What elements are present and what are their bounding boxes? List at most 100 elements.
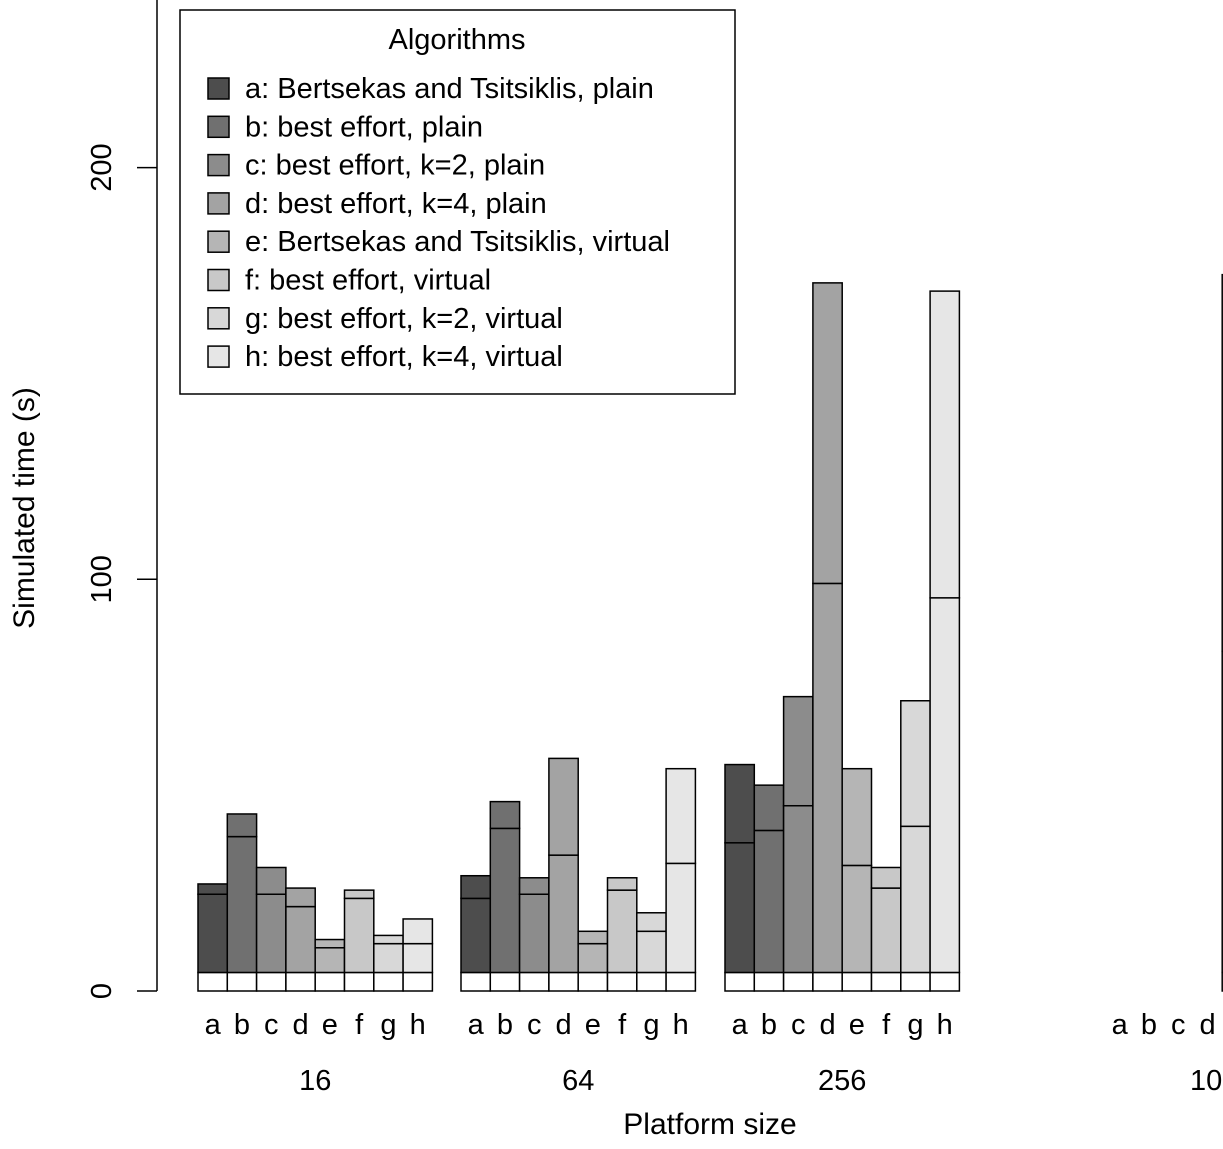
legend-label: e: Bertsekas and Tsitsiklis, virtual [245, 226, 670, 258]
legend: Algorithms a: Bertsekas and Tsitsiklis, … [179, 9, 736, 395]
bar-upper-segment [197, 883, 229, 896]
bar-upper-segment [373, 934, 404, 945]
bar-upper-segment [577, 930, 609, 945]
category-label: e [322, 1009, 338, 1041]
bar-lower-segment [518, 893, 550, 974]
bar-lower-segment [577, 942, 609, 974]
bar-base-segment [900, 971, 931, 992]
x-axis-labels: abcdefgh16abcdefgh64abcdefgh256abcdefgh1… [205, 1009, 1223, 1097]
bar-upper-segment [255, 866, 287, 896]
bar-lower-segment [782, 804, 814, 974]
y-axis-title: Simulated time (s) [8, 387, 41, 629]
bar-base-segment [636, 971, 667, 992]
bar-upper-segment [929, 290, 961, 599]
bar-base-segment [812, 971, 843, 992]
bar-base-segment [577, 971, 609, 992]
category-label: g [907, 1009, 923, 1041]
category-label: b [761, 1009, 777, 1041]
bar-lower-segment [606, 889, 638, 974]
y-tick-label: 100 [86, 555, 118, 603]
legend-swatch [207, 307, 230, 330]
bar-base-segment [314, 971, 346, 992]
bar-lower-segment [489, 827, 521, 974]
category-label: c [264, 1009, 279, 1041]
bar-lower-segment [343, 897, 375, 974]
bar-base-segment [665, 971, 697, 992]
category-label: d [292, 1009, 308, 1041]
y-axis: 0100200300400 [86, 0, 158, 999]
bar-lower-segment [314, 947, 346, 974]
y-tick-label: 200 [86, 143, 118, 191]
group-label: 16 [299, 1065, 331, 1097]
bar-upper-segment [606, 877, 638, 891]
bar-base-segment [870, 971, 902, 992]
bar-lower-segment [636, 930, 667, 974]
bar-base-segment [518, 971, 550, 992]
category-label: f [355, 1009, 364, 1041]
category-label: d [819, 1009, 835, 1041]
category-label: d [1199, 1009, 1215, 1041]
category-label: h [673, 1009, 689, 1041]
bar-upper-segment [226, 813, 258, 838]
bar-upper-segment [460, 874, 492, 900]
category-label: e [585, 1009, 601, 1041]
legend-swatch [207, 77, 230, 100]
bar-lower-segment [285, 905, 316, 974]
category-label: b [497, 1009, 513, 1041]
group-label: 1024 [1190, 1065, 1223, 1097]
legend-swatch [207, 192, 230, 215]
bar-base-segment [841, 971, 873, 992]
bar-lower-segment [255, 893, 287, 974]
bar-upper-segment [812, 282, 843, 585]
category-label: e [849, 1009, 865, 1041]
bar-upper-segment [518, 877, 550, 896]
category-label: g [643, 1009, 659, 1041]
bar-base-segment [753, 971, 785, 992]
bar-lower-segment [753, 829, 785, 974]
legend-title: Algorithms [389, 24, 526, 56]
category-label: h [937, 1009, 953, 1041]
legend-label: c: best effort, k=2, plain [245, 150, 545, 182]
bar-lower-segment [226, 835, 258, 974]
bar-base-segment [489, 971, 521, 992]
category-label: h [410, 1009, 426, 1041]
bar-base-segment [548, 971, 579, 992]
category-label: g [380, 1009, 396, 1041]
bar-lower-segment [460, 897, 492, 974]
bar-upper-segment [841, 767, 873, 867]
legend-swatch [207, 115, 230, 139]
bar-lower-segment [900, 825, 931, 974]
legend-box [179, 9, 736, 395]
legend-swatch [207, 345, 230, 368]
category-label: f [618, 1009, 627, 1041]
group-label: 64 [562, 1065, 594, 1097]
bar-base-segment [255, 971, 287, 992]
bar-upper-segment [314, 938, 346, 949]
bar-base-segment [343, 971, 375, 992]
bar-upper-segment [665, 767, 697, 865]
legend-swatch [207, 268, 230, 292]
category-label: d [555, 1009, 571, 1041]
bar-lower-segment [373, 942, 404, 974]
bar-upper-segment [402, 918, 434, 945]
bar-upper-segment [900, 700, 931, 828]
category-label: a [1112, 1009, 1129, 1041]
bar-upper-segment [548, 757, 579, 856]
bar-lower-segment [812, 582, 843, 974]
bar-lower-segment [402, 942, 434, 974]
bar-base-segment [226, 971, 258, 992]
legend-swatch [207, 230, 230, 253]
category-label: b [1141, 1009, 1157, 1041]
bar-base-segment [402, 971, 434, 992]
bar-upper-segment [489, 800, 521, 830]
bar-upper-segment [870, 866, 902, 889]
group-label: 256 [818, 1065, 866, 1097]
category-label: b [234, 1009, 250, 1041]
bar-upper-segment [636, 912, 667, 933]
bars [197, 273, 1223, 992]
bar-base-segment [373, 971, 404, 992]
legend-label: f: best effort, virtual [245, 265, 491, 297]
bar-lower-segment [548, 854, 579, 974]
legend-label: g: best effort, k=2, virtual [245, 303, 563, 335]
